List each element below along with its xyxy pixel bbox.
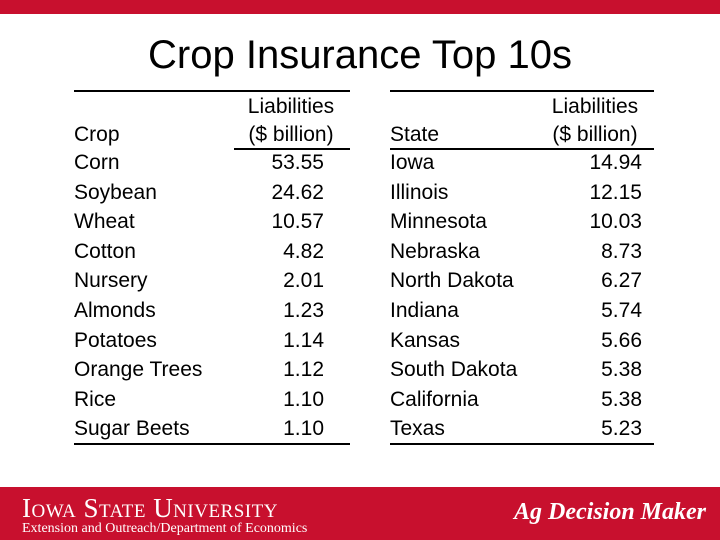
crop-name-cell: Soybean bbox=[74, 180, 157, 204]
state-table-bottom-rule bbox=[390, 443, 654, 445]
state-row: Nebraska 8.73 bbox=[390, 237, 654, 267]
crop-row: Cotton 4.82 bbox=[74, 237, 350, 267]
state-value-cell: 12.15 bbox=[589, 180, 642, 204]
crop-name-header: Crop bbox=[74, 123, 120, 146]
crop-table: Liabilities Crop ($ billion) Corn 53.55 So… bbox=[74, 90, 350, 446]
state-row: South Dakota 5.38 bbox=[390, 355, 654, 385]
crop-row: Soybean 24.62 bbox=[74, 178, 350, 208]
state-value-cell: 5.38 bbox=[601, 387, 642, 411]
crop-name-cell: Rice bbox=[74, 387, 117, 411]
crop-rows: Corn 53.55 Soybean 24.62 Wheat 10.57 Cotton 4.8… bbox=[74, 148, 350, 444]
crop-table-bottom-rule bbox=[74, 443, 350, 445]
state-table-top-rule bbox=[390, 90, 654, 92]
state-name-cell: Indiana bbox=[390, 298, 459, 322]
crop-row: Potatoes 1.14 bbox=[74, 326, 350, 356]
brand-logo: Ag Decision Maker bbox=[514, 499, 706, 525]
state-name-cell: Texas bbox=[390, 417, 445, 441]
crop-row: Nursery 2.01 bbox=[74, 266, 350, 296]
crop-value-cell: 1.12 bbox=[283, 358, 324, 382]
state-name-cell: Iowa bbox=[390, 151, 435, 174]
crop-value-cell: 24.62 bbox=[271, 180, 324, 204]
state-table: Liabilities State ($ billion) Iowa 14.94 I… bbox=[390, 90, 654, 446]
crop-name-cell: Nursery bbox=[74, 269, 148, 293]
crop-value-cell: 53.55 bbox=[271, 151, 324, 174]
crop-value-cell: 1.10 bbox=[283, 417, 324, 441]
state-row: Iowa 14.94 bbox=[390, 148, 654, 178]
crop-row: Rice 1.10 bbox=[74, 385, 350, 415]
slide-title: Crop Insurance Top 10s bbox=[148, 33, 572, 77]
state-row: Kansas 5.66 bbox=[390, 326, 654, 356]
state-row: California 5.38 bbox=[390, 385, 654, 415]
crop-liabilities-header-line1: Liabilities bbox=[247, 95, 335, 118]
state-value-cell: 5.66 bbox=[601, 328, 642, 352]
crop-value-cell: 4.82 bbox=[283, 239, 324, 263]
crop-row: Wheat 10.57 bbox=[74, 207, 350, 237]
state-name-cell: North Dakota bbox=[390, 269, 514, 293]
state-rows: Iowa 14.94 Illinois 12.15 Minnesota 10.03 Nebr… bbox=[390, 148, 654, 444]
state-name-cell: Minnesota bbox=[390, 210, 487, 234]
crop-value-cell: 2.01 bbox=[283, 269, 324, 293]
state-value-cell: 14.94 bbox=[589, 151, 642, 174]
crop-row: Orange Trees 1.12 bbox=[74, 355, 350, 385]
crop-name-cell: Corn bbox=[74, 151, 120, 174]
crop-liabilities-header-line2: ($ billion) bbox=[248, 123, 334, 146]
crop-value-cell: 1.23 bbox=[283, 298, 324, 322]
state-name-cell: Kansas bbox=[390, 328, 461, 352]
top-accent-bar bbox=[0, 0, 720, 14]
crop-name-cell: Almonds bbox=[74, 298, 156, 322]
crop-name-cell: Cotton bbox=[74, 239, 136, 263]
crop-value-cell: 1.10 bbox=[283, 387, 324, 411]
crop-row: Corn 53.55 bbox=[74, 148, 350, 178]
state-row: North Dakota 6.27 bbox=[390, 266, 654, 296]
crop-row: Almonds 1.23 bbox=[74, 296, 350, 326]
state-liabilities-header-line1: Liabilities bbox=[551, 95, 639, 118]
crop-row: Sugar Beets 1.10 bbox=[74, 414, 350, 444]
state-row: Indiana 5.74 bbox=[390, 296, 654, 326]
state-name-cell: Nebraska bbox=[390, 239, 480, 263]
state-name-cell: California bbox=[390, 387, 479, 411]
state-name-cell: South Dakota bbox=[390, 358, 518, 382]
department-label: Extension and Outreach/Department of Eco… bbox=[22, 521, 308, 536]
state-row: Illinois 12.15 bbox=[390, 178, 654, 208]
crop-name-cell: Wheat bbox=[74, 210, 135, 234]
state-value-cell: 5.23 bbox=[601, 417, 642, 441]
footer-bar: Iowa State University Extension and Outr… bbox=[0, 487, 720, 540]
crop-value-cell: 1.14 bbox=[283, 328, 324, 352]
crop-table-header-rule bbox=[234, 148, 350, 150]
state-name-header: State bbox=[390, 123, 440, 146]
state-value-cell: 8.73 bbox=[601, 239, 642, 263]
crop-table-top-rule bbox=[74, 90, 350, 92]
state-value-cell: 10.03 bbox=[589, 210, 642, 234]
crop-value-cell: 10.57 bbox=[271, 210, 324, 234]
crop-name-cell: Potatoes bbox=[74, 328, 157, 352]
state-table-header-rule bbox=[390, 148, 654, 150]
crop-name-cell: Orange Trees bbox=[74, 358, 203, 382]
university-logo: Iowa State University bbox=[22, 493, 278, 523]
state-row: Minnesota 10.03 bbox=[390, 207, 654, 237]
state-name-cell: Illinois bbox=[390, 180, 449, 204]
crop-name-cell: Sugar Beets bbox=[74, 417, 190, 441]
state-liabilities-header-line2: ($ billion) bbox=[552, 123, 638, 146]
state-value-cell: 6.27 bbox=[601, 269, 642, 293]
state-value-cell: 5.38 bbox=[601, 358, 642, 382]
state-value-cell: 5.74 bbox=[601, 298, 642, 322]
state-row: Texas 5.23 bbox=[390, 414, 654, 444]
